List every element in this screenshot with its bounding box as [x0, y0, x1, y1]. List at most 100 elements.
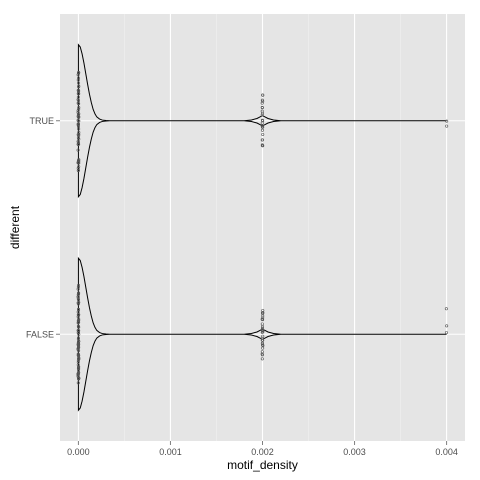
data-point: [76, 109, 80, 113]
minor-gridlines: [124, 14, 401, 441]
data-point: [261, 329, 265, 333]
data-point: [260, 341, 264, 345]
data-point: [77, 291, 81, 295]
x-tick-label: 0.000: [67, 447, 90, 457]
data-point: [445, 324, 449, 328]
data-point: [76, 336, 80, 340]
data-point: [76, 123, 80, 127]
data-point: [260, 138, 264, 142]
data-point: [444, 307, 448, 311]
data-point: [445, 119, 449, 123]
data-point: [77, 142, 81, 146]
data-point: [77, 349, 81, 353]
data-point: [76, 369, 80, 373]
data-point: [77, 76, 81, 80]
violins: [77, 43, 447, 412]
data-point: [261, 93, 265, 97]
data-point: [261, 325, 265, 329]
x-tick-label: 0.003: [343, 447, 366, 457]
data-point: [260, 352, 264, 356]
data-point: [76, 352, 80, 356]
data-point: [76, 297, 80, 301]
x-tick-label: 0.002: [251, 447, 274, 457]
data-point: [77, 81, 81, 85]
data-point: [444, 331, 448, 335]
data-point: [77, 106, 81, 110]
y-tick-label: FALSE: [26, 329, 54, 339]
data-point: [76, 359, 80, 363]
data-point: [445, 124, 449, 128]
data-point: [76, 342, 80, 346]
data-point: [77, 353, 81, 357]
y-axis-ticks: TRUE FALSE: [26, 116, 60, 339]
data-point: [76, 136, 80, 140]
data-point: [260, 317, 264, 321]
data-point: [261, 346, 265, 350]
data-point: [77, 318, 81, 322]
data-point: [77, 325, 81, 329]
data-point: [261, 308, 265, 312]
data-point: [76, 98, 80, 102]
violin-true: [77, 43, 447, 199]
data-point: [76, 161, 80, 165]
data-point: [77, 84, 81, 88]
data-point: [77, 90, 81, 94]
data-point: [261, 330, 265, 334]
data-point: [77, 339, 81, 343]
data-point: [261, 338, 265, 342]
data-point: [76, 88, 80, 92]
data-point: [77, 283, 81, 287]
data-point: [77, 344, 81, 348]
data-point: [261, 144, 265, 148]
data-point: [76, 148, 80, 152]
data-point: [76, 285, 80, 289]
data-point: [77, 298, 81, 302]
data-point: [77, 115, 81, 119]
data-point: [77, 320, 81, 324]
data-point: [261, 125, 265, 129]
y-tick-label: TRUE: [30, 116, 55, 126]
data-point: [77, 141, 81, 145]
data-point: [261, 318, 265, 322]
data-point: [76, 78, 80, 82]
data-point: [76, 321, 80, 325]
data-point: [77, 357, 81, 361]
data-point: [77, 332, 81, 336]
data-point: [76, 166, 80, 170]
data-point: [76, 301, 80, 305]
data-point: [76, 329, 80, 333]
x-tick-label: 0.001: [159, 447, 182, 457]
data-point: [260, 98, 264, 102]
data-point: [76, 295, 80, 299]
data-point: [77, 130, 81, 134]
data-point: [77, 165, 81, 169]
data-point: [76, 381, 80, 385]
data-point: [261, 334, 265, 338]
violin-false: [77, 256, 447, 412]
data-point: [260, 113, 264, 117]
data-point: [77, 107, 81, 111]
data-point: [261, 132, 265, 136]
data-point: [77, 132, 81, 136]
data-point: [260, 128, 264, 132]
data-point: [261, 316, 265, 320]
data-point: [260, 357, 264, 361]
data-point: [77, 92, 81, 96]
y-axis-title: different: [8, 205, 22, 249]
x-tick-label: 0.004: [435, 447, 458, 457]
data-point: [261, 343, 265, 347]
x-axis-ticks: 0.000 0.001 0.002 0.003 0.004: [67, 441, 458, 457]
data-point: [260, 109, 264, 113]
data-point: [261, 314, 265, 318]
data-point: [260, 101, 264, 105]
data-point: [76, 375, 80, 379]
data-point: [77, 102, 81, 106]
data-point: [76, 360, 80, 364]
data-point: [77, 292, 81, 296]
data-point: [76, 111, 80, 115]
data-point: [77, 71, 81, 75]
data-point: [77, 127, 81, 131]
data-points: [76, 71, 449, 385]
x-axis-title: motif_density: [227, 458, 298, 472]
